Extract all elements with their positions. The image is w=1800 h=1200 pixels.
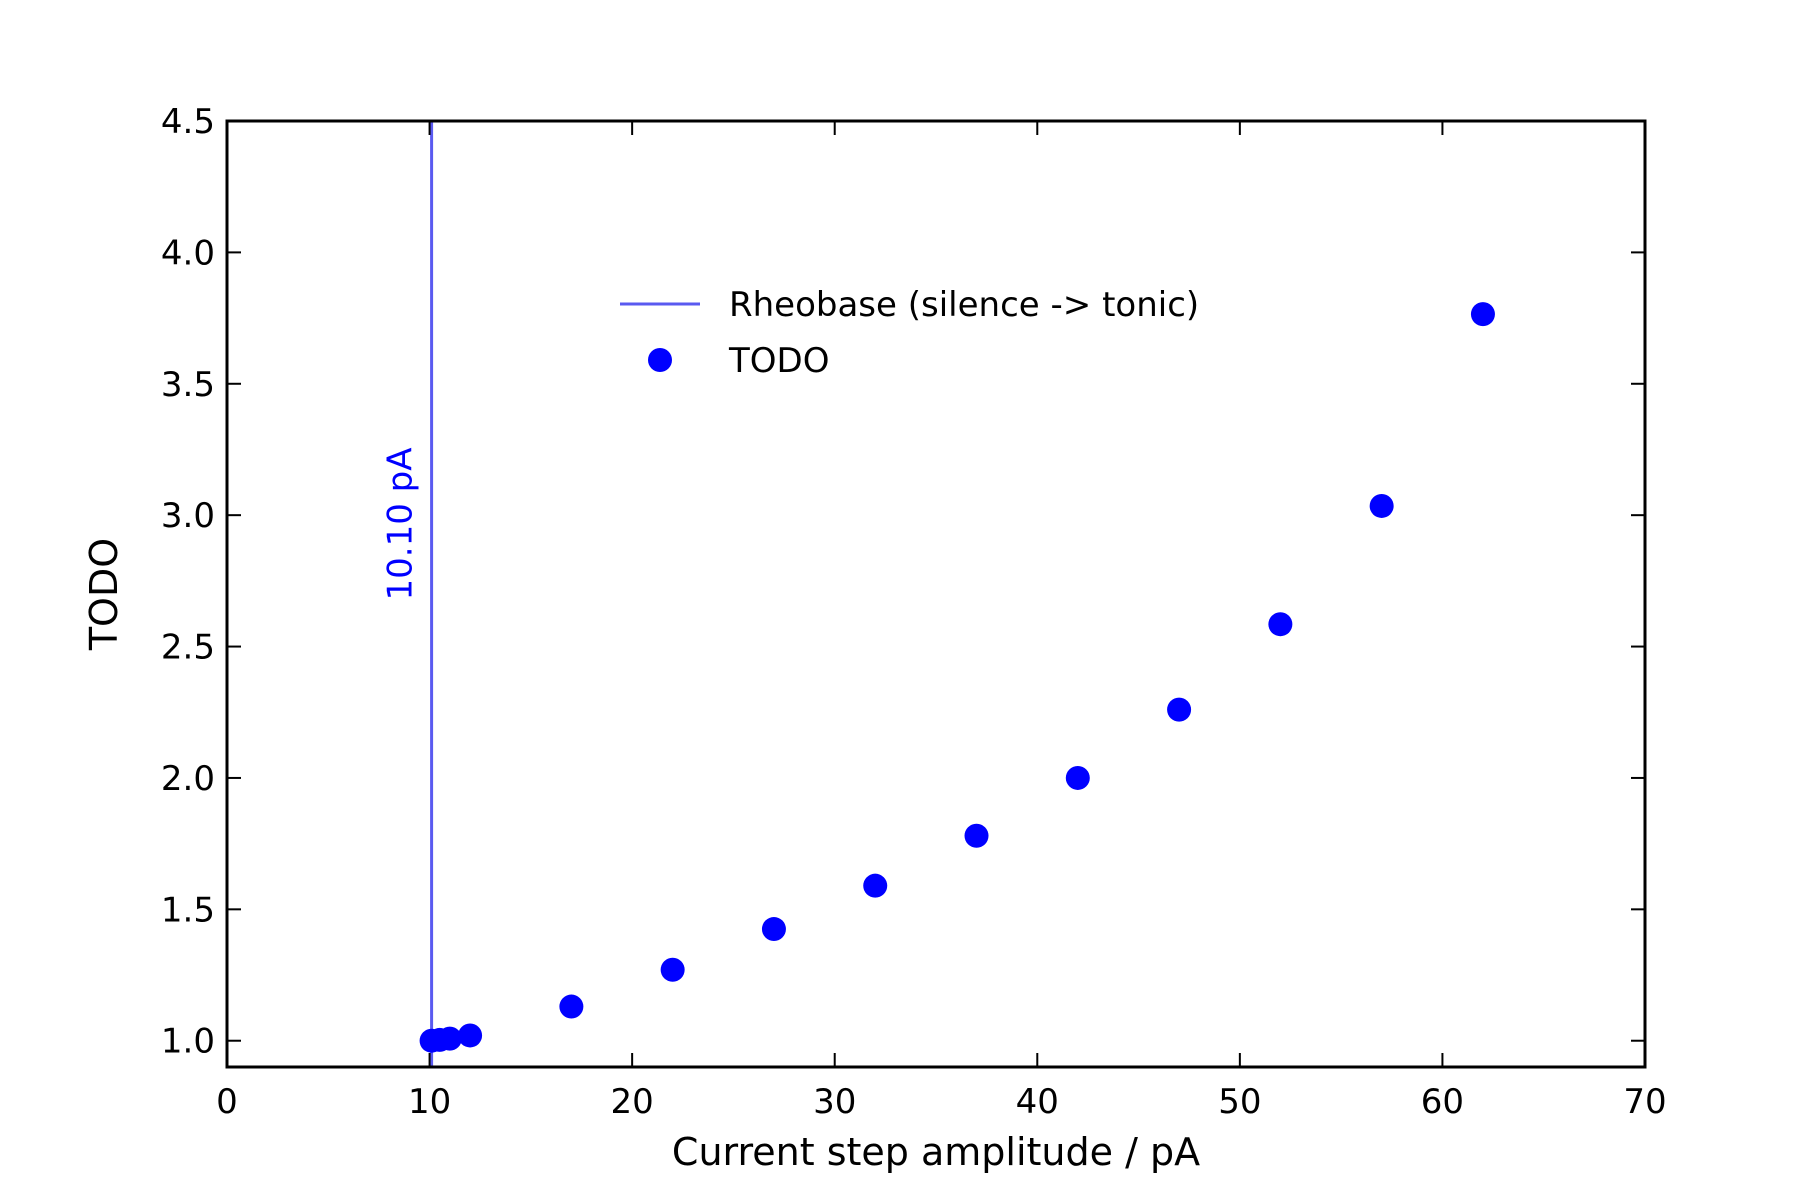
y-tick-label: 3.0 xyxy=(161,496,215,536)
y-tick-label: 4.0 xyxy=(161,233,215,273)
x-axis-label: Current step amplitude / pA xyxy=(672,1130,1200,1174)
data-point xyxy=(964,823,989,848)
x-tick-label: 0 xyxy=(216,1082,238,1122)
x-tick-label: 10 xyxy=(408,1082,451,1122)
y-tick-label: 1.0 xyxy=(161,1022,215,1062)
data-point xyxy=(1470,302,1495,327)
x-tick-label: 50 xyxy=(1218,1082,1261,1122)
y-tick-label: 4.5 xyxy=(161,102,215,142)
y-tick-label: 2.5 xyxy=(161,628,215,668)
data-point xyxy=(660,957,685,982)
x-tick-label: 60 xyxy=(1421,1082,1464,1122)
data-point xyxy=(458,1023,483,1048)
y-tick-label: 1.5 xyxy=(161,890,215,930)
x-tick-label: 30 xyxy=(813,1082,856,1122)
x-tick-label: 70 xyxy=(1623,1082,1666,1122)
axes-frame xyxy=(225,119,1647,1069)
legend-label: Rheobase (silence -> tonic) xyxy=(729,285,1199,325)
data-point xyxy=(1369,493,1394,518)
data-point xyxy=(437,1026,462,1051)
data-point xyxy=(1268,612,1293,637)
labels-layer: Current step amplitude / pA TODO xyxy=(82,538,1200,1174)
y-tick-label: 2.0 xyxy=(161,759,215,799)
legend-marker-swatch xyxy=(648,348,672,372)
y-tick-label: 3.5 xyxy=(161,365,215,405)
rheobase-annotation: 10.10 pA xyxy=(381,448,421,601)
axes-frame-layer xyxy=(225,119,1647,1069)
reference-line-layer: 10.10 pA xyxy=(381,121,434,1067)
x-tick-label: 40 xyxy=(1016,1082,1059,1122)
legend-label: TODO xyxy=(728,341,829,381)
data-point xyxy=(1065,765,1090,790)
data-point xyxy=(761,917,786,942)
ticks-layer: 0 10 20 30 40 50 60 70 1.0 1.5 2.0 2.5 3.0 3.5 4.0 4.5 xyxy=(161,102,1667,1122)
data-points-layer xyxy=(419,302,1495,1053)
data-point xyxy=(863,873,888,898)
y-axis-label: TODO xyxy=(82,538,126,651)
x-tick-label: 20 xyxy=(611,1082,654,1122)
data-point xyxy=(559,994,584,1019)
data-point xyxy=(1167,697,1192,722)
legend: Rheobase (silence -> tonic) TODO xyxy=(620,285,1199,381)
